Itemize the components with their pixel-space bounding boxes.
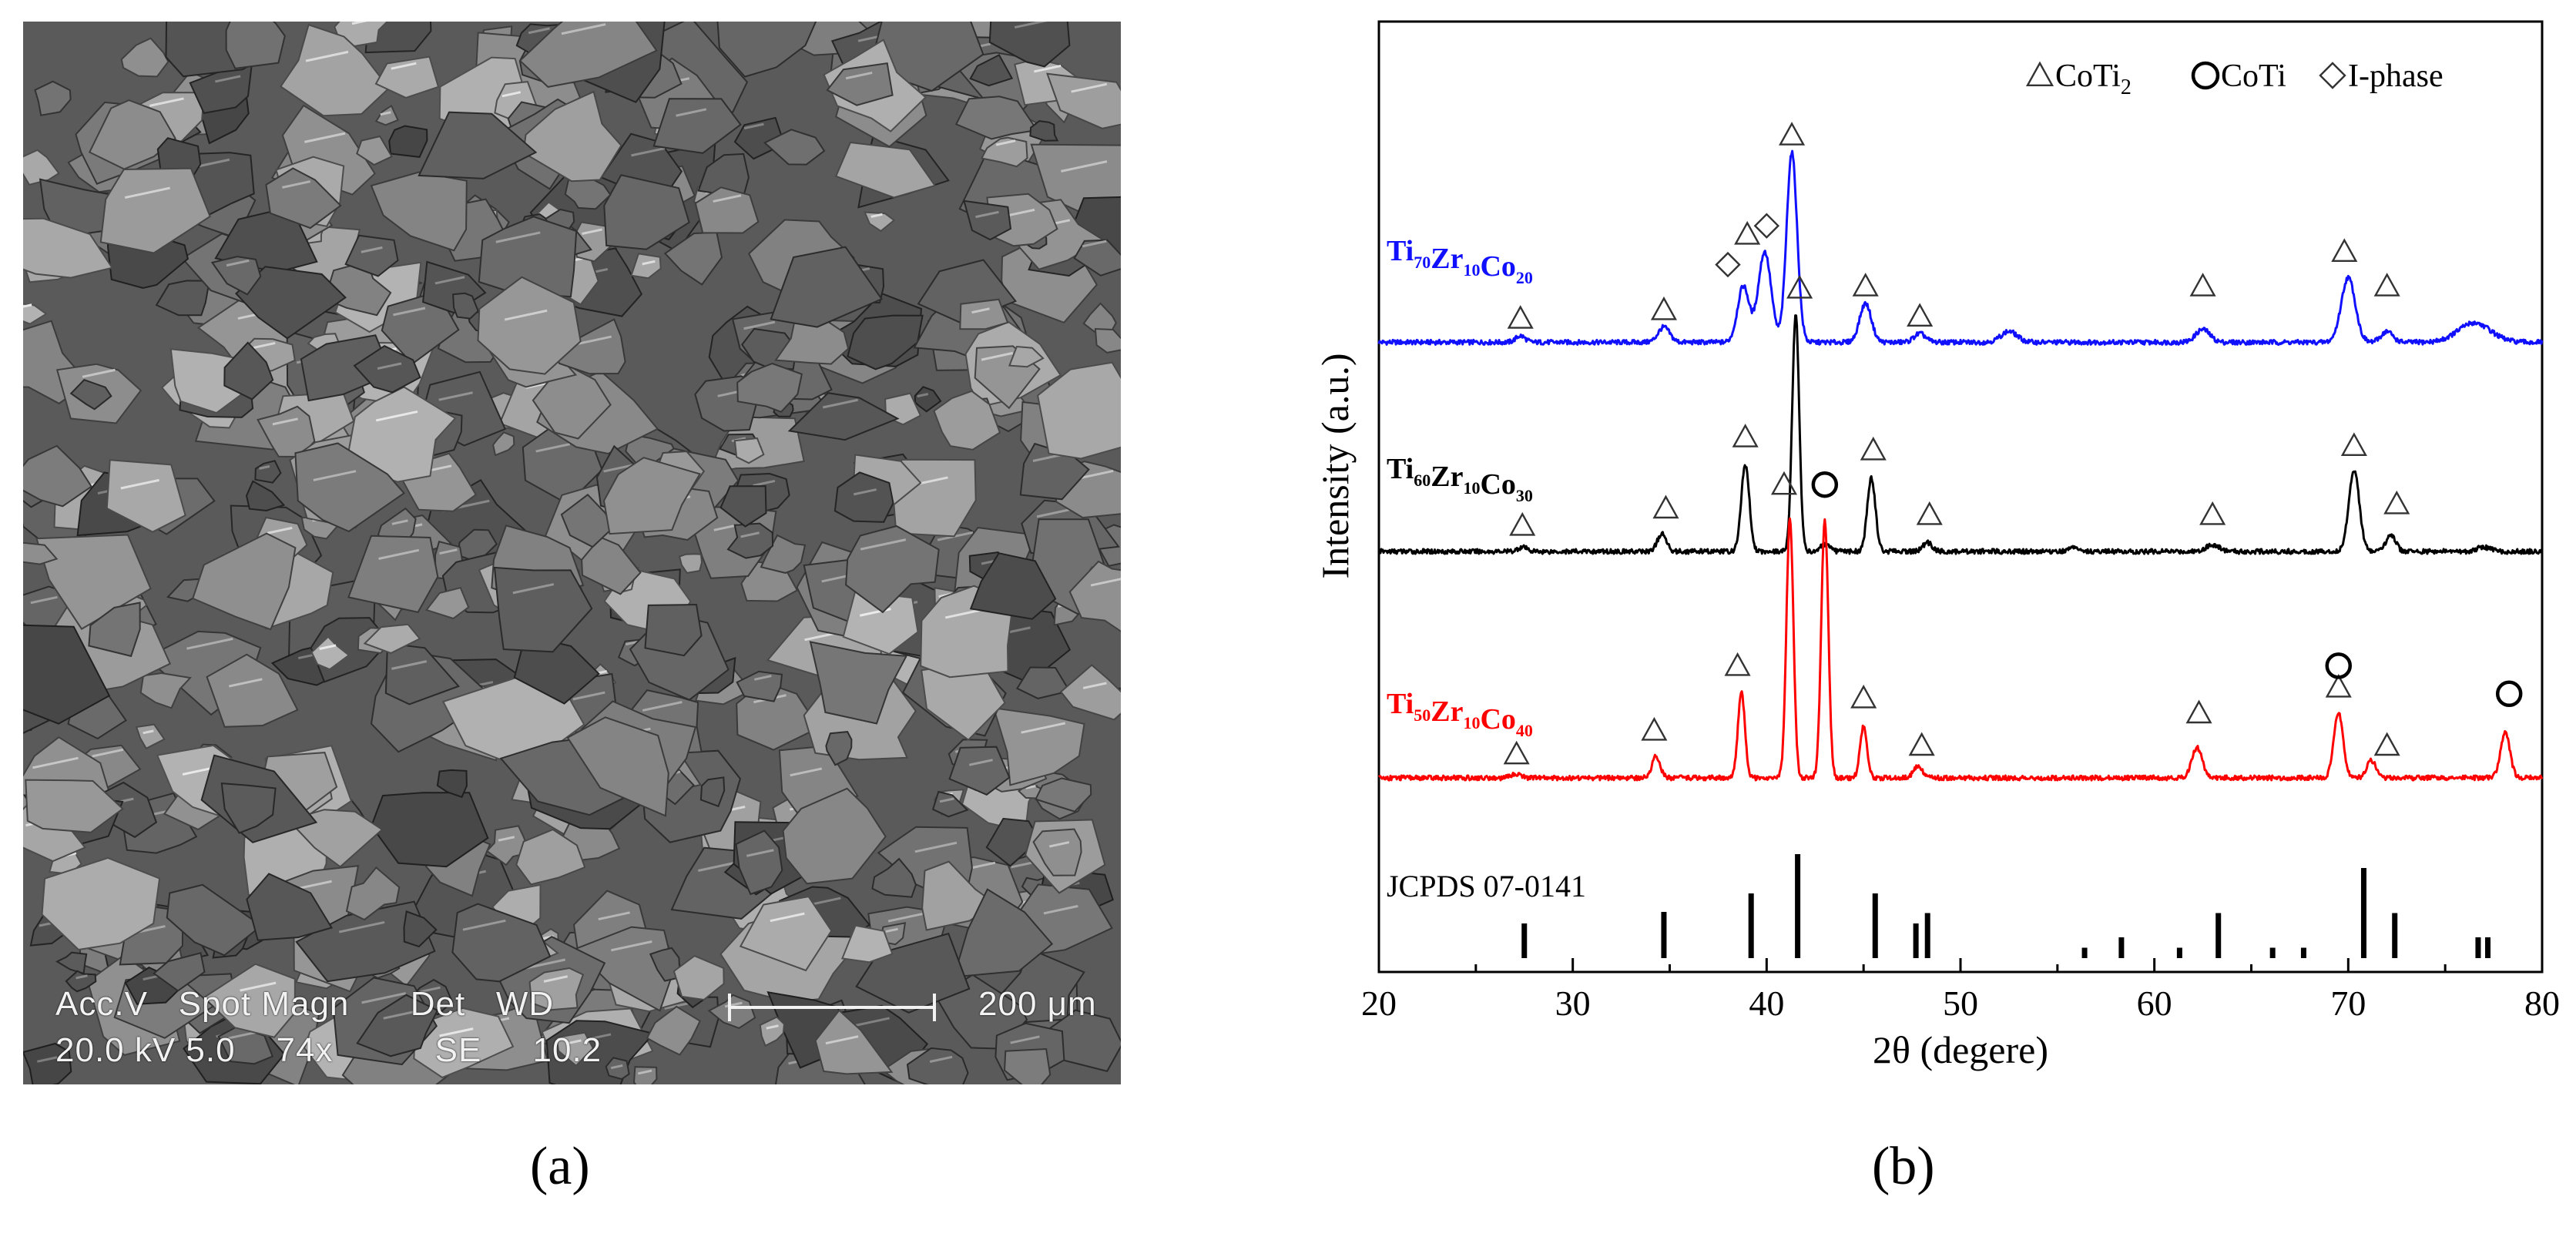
reference-pattern: JCPDS 07-0141	[1387, 854, 2491, 958]
sem-micrograph: Acc.V Spot Magn Det WD 20.0 kV 5.0 74x S…	[23, 22, 1121, 1084]
legend-entry: CoTi	[2221, 59, 2286, 94]
x-axis-title: 2θ (degere)	[1873, 1028, 2048, 1071]
series-line	[1377, 149, 2544, 346]
triangle-marker	[1770, 471, 1798, 495]
triangle-marker	[2325, 673, 2352, 698]
x-tick-label: 70	[2330, 984, 2366, 1023]
triangle-marker	[1734, 220, 1761, 245]
triangle-marker	[1916, 501, 1943, 525]
x-axis: 20 30 40 50 60 70 80	[1361, 958, 2560, 1023]
series-line	[1377, 314, 2544, 555]
x-tick-label: 30	[1555, 984, 1591, 1023]
phase-markers	[1503, 122, 2523, 765]
circle-marker	[2325, 652, 2352, 679]
legend-entry: CoTi2	[2055, 59, 2132, 99]
sem-info-line1: Acc.V Spot Magn Det WD	[55, 985, 555, 1023]
sem-scale-label: 200 μm	[978, 985, 1097, 1023]
circle-marker	[1811, 471, 1839, 498]
sem-scale-bar	[728, 994, 936, 1021]
triangle-marker	[2373, 732, 2400, 756]
triangle-marker	[1507, 305, 1534, 329]
panel-label-b: (b)	[1872, 1137, 1935, 1196]
triangle-marker	[2189, 273, 2216, 297]
triangle-marker	[2373, 273, 2400, 297]
triangle-marker	[1503, 740, 1530, 765]
sem-info-line2: 20.0 kV 5.0 74x SE 10.2	[55, 1031, 602, 1069]
triangle-marker	[1732, 424, 1759, 447]
diamond-marker	[1753, 213, 1780, 239]
x-tick-label: 40	[1749, 984, 1784, 1023]
triangle-marker	[2025, 61, 2054, 87]
series-line	[1377, 517, 2544, 782]
triangle-marker	[1650, 296, 1677, 320]
triangle-marker	[1641, 716, 1668, 741]
triangle-marker	[2331, 238, 2358, 262]
diamond-marker	[2319, 62, 2346, 89]
triangle-marker	[2383, 490, 2410, 514]
series-label: Ti60Zr10Co30	[1387, 453, 1533, 505]
y-axis-title: Intensity (a.u.)	[1313, 354, 1357, 579]
triangle-marker	[1907, 303, 1934, 327]
x-tick-label: 20	[1361, 984, 1397, 1023]
triangle-marker	[1908, 732, 1935, 756]
xrd-series: Ti70Zr10Co20 Ti60Zr10Co30 Ti50Zr10Co40	[1377, 149, 2544, 782]
diamond-marker	[1715, 251, 1741, 278]
triangle-marker	[1509, 511, 1536, 536]
series-label: Ti50Zr10Co40	[1387, 688, 1533, 740]
x-tick-label: 50	[1943, 984, 1978, 1023]
series-label: Ti70Zr10Co20	[1387, 235, 1533, 287]
triangle-marker	[1850, 684, 1877, 709]
triangle-marker	[2199, 501, 2226, 525]
reference-label: JCPDS 07-0141	[1387, 869, 1586, 903]
triangle-marker	[1786, 274, 1813, 299]
panel-label-a: (a)	[530, 1137, 590, 1196]
legend-entry: I-phase	[2348, 59, 2444, 94]
plot-border	[1377, 20, 2544, 974]
sem-texture	[23, 22, 1121, 1084]
x-tick-label: 80	[2524, 984, 2560, 1023]
triangle-marker	[2340, 432, 2367, 456]
triangle-marker	[2185, 699, 2212, 724]
circle-marker	[2495, 680, 2523, 708]
triangle-marker	[1779, 122, 1806, 146]
plot-frame	[1377, 20, 2544, 974]
x-tick-label: 60	[2137, 984, 2172, 1023]
triangle-marker	[1852, 273, 1879, 297]
circle-marker	[2191, 61, 2220, 90]
triangle-marker	[1724, 652, 1751, 676]
triangle-marker	[1652, 494, 1679, 519]
triangle-marker	[1860, 436, 1887, 461]
xrd-chart: JCPDS 07-0141 Ti70Zr10Co20Ti60Zr10Co30Ti…	[1313, 20, 2560, 1071]
legend: CoTi2 CoTi I-phase	[2025, 59, 2444, 99]
